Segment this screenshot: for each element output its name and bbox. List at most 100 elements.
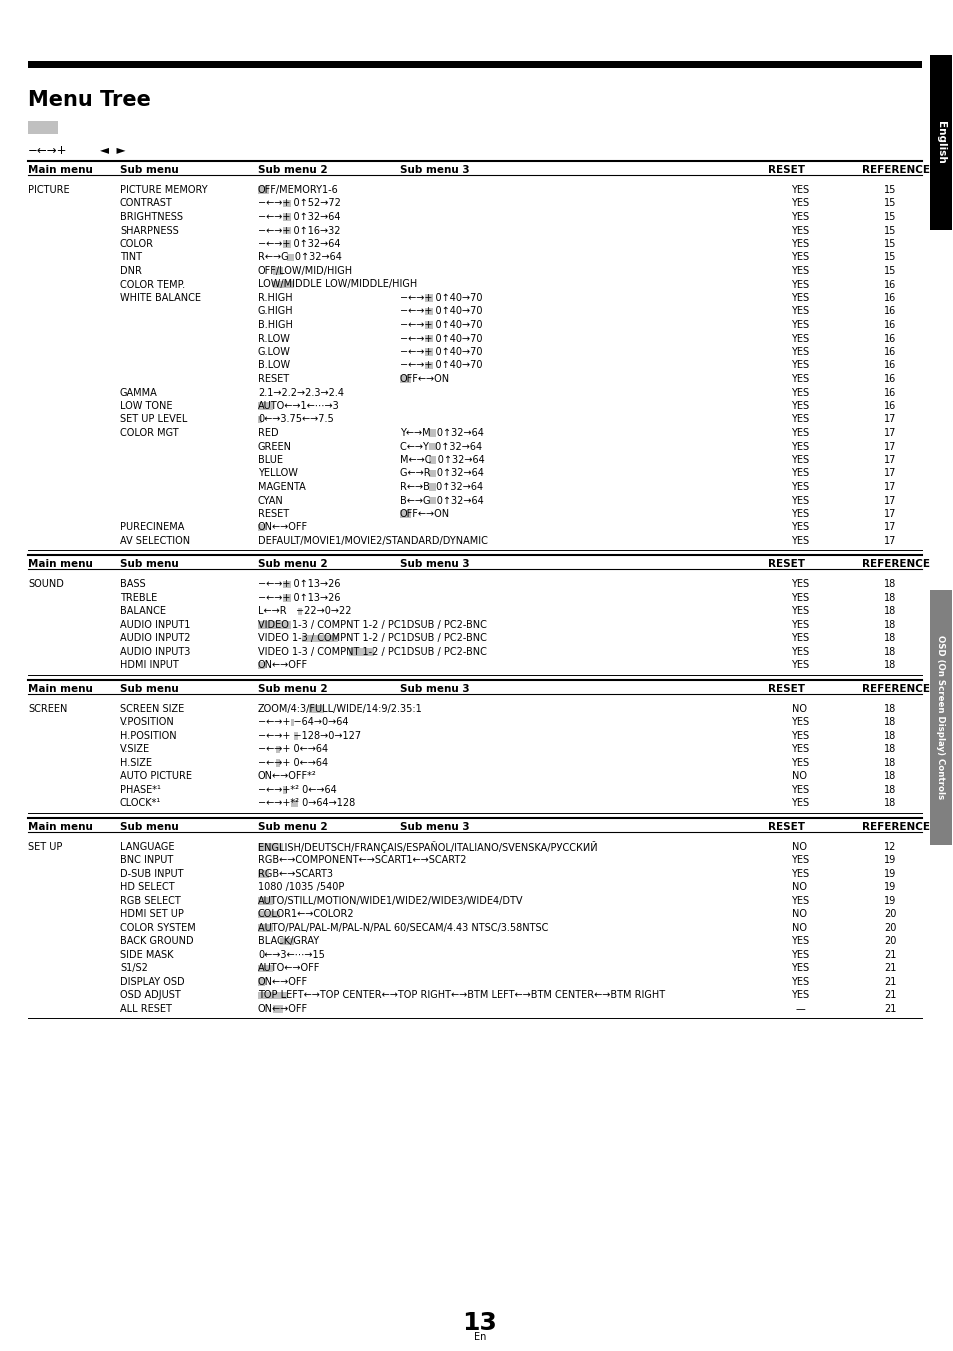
Text: ALL RESET: ALL RESET: [120, 1004, 172, 1013]
Text: COLOR MGT: COLOR MGT: [120, 428, 178, 438]
Text: CLOCK*¹: CLOCK*¹: [120, 798, 161, 808]
Text: D-SUB INPUT: D-SUB INPUT: [120, 869, 183, 880]
Bar: [425, 308, 433, 315]
Text: 15: 15: [882, 226, 895, 235]
Text: RGB←→COMPONENT←→SCART1←→SCART2: RGB←→COMPONENT←→SCART1←→SCART2: [257, 855, 466, 866]
Text: AUTO/PAL/PAL-M/PAL-N/PAL 60/SECAM/4.43 NTSC/3.58NTSC: AUTO/PAL/PAL-M/PAL-N/PAL 60/SECAM/4.43 N…: [257, 923, 548, 932]
Text: 17: 17: [882, 523, 895, 532]
Text: 15: 15: [882, 266, 895, 276]
Text: Sub menu: Sub menu: [120, 821, 178, 832]
Bar: [425, 335, 433, 342]
Text: 17: 17: [882, 509, 895, 519]
Text: RGB SELECT: RGB SELECT: [120, 896, 180, 907]
Text: 18: 18: [882, 661, 895, 670]
Text: 0←→3←⋯→15: 0←→3←⋯→15: [257, 950, 325, 959]
Bar: [257, 416, 261, 423]
Bar: [257, 911, 279, 919]
Text: 18: 18: [882, 580, 895, 589]
Text: YES: YES: [790, 731, 808, 740]
Text: RESET: RESET: [767, 559, 804, 570]
Bar: [291, 719, 294, 725]
Text: YES: YES: [790, 798, 808, 808]
Text: YES: YES: [790, 253, 808, 262]
Bar: [257, 843, 283, 851]
Bar: [297, 608, 301, 615]
Text: YES: YES: [790, 374, 808, 384]
Text: −←→+ 0↑52→72: −←→+ 0↑52→72: [257, 199, 340, 208]
Bar: [257, 897, 273, 905]
Text: TREBLE: TREBLE: [120, 593, 157, 603]
Text: R.LOW: R.LOW: [257, 334, 290, 343]
Text: 16: 16: [882, 307, 895, 316]
Bar: [257, 924, 273, 932]
Text: RESET: RESET: [767, 684, 804, 694]
Text: BACK GROUND: BACK GROUND: [120, 936, 193, 946]
Text: 18: 18: [882, 634, 895, 643]
Text: YES: YES: [790, 661, 808, 670]
Text: AUTO/STILL/MOTION/WIDE1/WIDE2/WIDE3/WIDE4/DTV: AUTO/STILL/MOTION/WIDE1/WIDE2/WIDE3/WIDE…: [257, 896, 523, 907]
Text: 1080 /1035 /540P: 1080 /1035 /540P: [257, 882, 344, 893]
Text: YES: YES: [790, 950, 808, 959]
Bar: [257, 621, 291, 628]
Text: ON←→OFF: ON←→OFF: [257, 661, 308, 670]
Text: 18: 18: [882, 647, 895, 657]
Bar: [257, 662, 265, 669]
Bar: [429, 457, 436, 463]
Text: V.SIZE: V.SIZE: [120, 744, 150, 754]
Text: −←→+ 0↑40→70: −←→+ 0↑40→70: [399, 361, 482, 370]
Text: NO: NO: [792, 771, 806, 781]
Text: COLOR SYSTEM: COLOR SYSTEM: [120, 923, 195, 932]
Text: CONTRAST: CONTRAST: [120, 199, 172, 208]
Text: 2.1→2.2→2.3→2.4: 2.1→2.2→2.3→2.4: [257, 388, 344, 397]
Text: 21: 21: [882, 977, 895, 986]
Text: YES: YES: [790, 593, 808, 603]
Text: YES: YES: [790, 428, 808, 438]
Bar: [309, 705, 323, 712]
Text: YES: YES: [790, 869, 808, 880]
Text: YES: YES: [790, 963, 808, 973]
Text: 0←→3.75←→7.5: 0←→3.75←→7.5: [257, 415, 334, 424]
Text: R.HIGH: R.HIGH: [257, 293, 293, 303]
Text: 18: 18: [882, 704, 895, 713]
Text: Main menu: Main menu: [28, 559, 92, 570]
Text: YES: YES: [790, 307, 808, 316]
Text: WHITE BALANCE: WHITE BALANCE: [120, 293, 201, 303]
Text: 17: 17: [882, 455, 895, 465]
Text: 17: 17: [882, 469, 895, 478]
Text: G.HIGH: G.HIGH: [257, 307, 294, 316]
Bar: [399, 511, 411, 517]
Text: DEFAULT/MOVIE1/MOVIE2/STANDARD/DYNAMIC: DEFAULT/MOVIE1/MOVIE2/STANDARD/DYNAMIC: [257, 536, 487, 546]
Text: −←→+ 0↑40→70: −←→+ 0↑40→70: [399, 334, 482, 343]
Text: 18: 18: [882, 593, 895, 603]
Text: SCREEN: SCREEN: [28, 704, 68, 713]
Text: YES: YES: [790, 977, 808, 986]
Bar: [273, 281, 294, 288]
Bar: [283, 213, 291, 220]
Text: OFF←→ON: OFF←→ON: [399, 509, 450, 519]
Text: PHASE*¹: PHASE*¹: [120, 785, 161, 794]
Text: Sub menu 2: Sub menu 2: [257, 821, 327, 832]
Text: OSD (On Screen Display) Controls: OSD (On Screen Display) Controls: [936, 635, 944, 800]
Text: COLOR: COLOR: [120, 239, 153, 249]
Text: YES: YES: [790, 647, 808, 657]
Text: 16: 16: [882, 280, 895, 289]
Text: COLOR1←→COLOR2: COLOR1←→COLOR2: [257, 909, 355, 919]
Text: OFF/MEMORY1-6: OFF/MEMORY1-6: [257, 185, 338, 195]
Bar: [287, 254, 294, 261]
Text: 19: 19: [882, 855, 895, 866]
Text: OSD ADJUST: OSD ADJUST: [120, 990, 180, 1000]
Text: DISPLAY OSD: DISPLAY OSD: [120, 977, 185, 986]
Text: YES: YES: [790, 785, 808, 794]
Bar: [279, 938, 294, 946]
Text: 18: 18: [882, 731, 895, 740]
Bar: [257, 524, 265, 531]
Text: En: En: [474, 1332, 486, 1342]
Text: SHARPNESS: SHARPNESS: [120, 226, 178, 235]
Text: −←→+ 0←→64: −←→+ 0←→64: [257, 758, 328, 767]
Text: YES: YES: [790, 280, 808, 289]
Text: VIDEO 1-3 / COMPNT 1-2 / PC1DSUB / PC2-BNC: VIDEO 1-3 / COMPNT 1-2 / PC1DSUB / PC2-B…: [257, 634, 486, 643]
Bar: [429, 430, 436, 436]
Text: YES: YES: [790, 482, 808, 492]
Text: Sub menu 2: Sub menu 2: [257, 165, 327, 176]
Text: YES: YES: [790, 744, 808, 754]
